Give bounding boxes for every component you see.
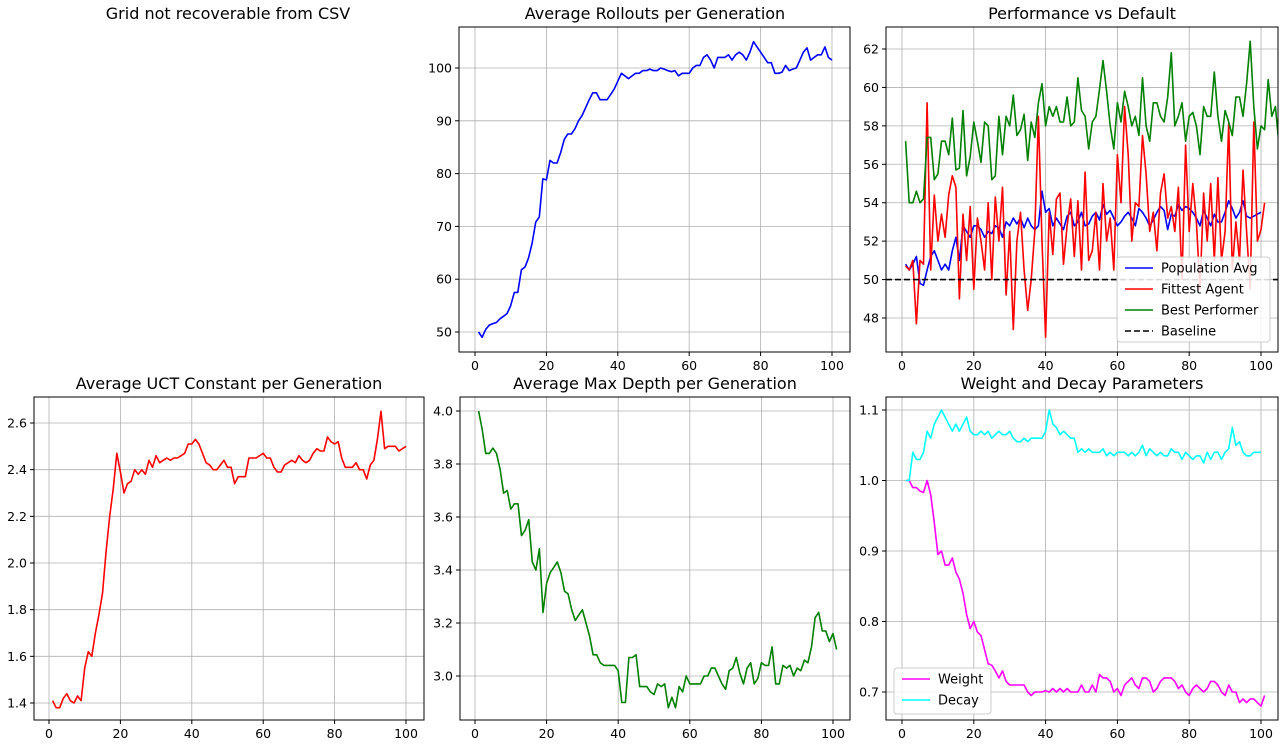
x-tick-label: 80 xyxy=(753,726,769,741)
x-tick-label: 40 xyxy=(610,358,626,373)
panel-title: Average Max Depth per Generation xyxy=(513,374,797,393)
x-tick-label: 20 xyxy=(112,726,128,741)
x-tick-label: 40 xyxy=(184,726,200,741)
legend-label: Fittest Agent xyxy=(1161,283,1244,298)
series-line-decay xyxy=(905,409,1261,482)
y-tick-label: 52 xyxy=(863,234,879,249)
y-tick-label: 3.8 xyxy=(433,457,453,472)
y-tick-label: 3.2 xyxy=(433,616,453,631)
panel-title: Average UCT Constant per Generation xyxy=(76,374,382,393)
series-line xyxy=(477,410,838,709)
x-tick-label: 100 xyxy=(1249,726,1273,741)
y-tick-label: 1.8 xyxy=(7,602,27,617)
panel-5: Weight and Decay Parameters 0 20 40 60 80 100 0… xyxy=(859,374,1279,741)
x-tick-label: 20 xyxy=(539,726,555,741)
y-tick-label: 3.0 xyxy=(433,669,453,684)
y-tick-label: 1.0 xyxy=(859,473,879,488)
x-tick-label: 0 xyxy=(898,358,906,373)
y-tick-label: 2.2 xyxy=(7,509,27,524)
y-tick-label: 60 xyxy=(863,80,879,95)
x-tick-label: 40 xyxy=(1038,726,1054,741)
y-tick-label: 54 xyxy=(863,195,879,210)
x-tick-label: 100 xyxy=(820,358,844,373)
x-tick-label: 40 xyxy=(1038,358,1054,373)
y-tick-label: 90 xyxy=(436,113,452,128)
panel-title: Performance vs Default xyxy=(988,4,1176,23)
x-tick-label: 60 xyxy=(682,726,698,741)
axes-frame xyxy=(33,396,425,721)
y-tick-label: 4.0 xyxy=(433,404,453,419)
series-line-weight xyxy=(905,479,1266,707)
y-tick-label: 1.4 xyxy=(7,696,27,711)
x-tick-label: 60 xyxy=(255,726,271,741)
axes-frame xyxy=(458,26,851,353)
x-tick-label: 40 xyxy=(610,726,626,741)
y-tick-label: 100 xyxy=(428,61,452,76)
x-tick-label: 100 xyxy=(394,726,418,741)
x-tick-label: 20 xyxy=(966,726,982,741)
y-tick-label: 0.9 xyxy=(859,544,879,559)
panel-0: Grid not recoverable from CSV xyxy=(106,4,350,23)
x-tick-label: 100 xyxy=(1249,358,1273,373)
y-tick-label: 50 xyxy=(863,272,879,287)
y-tick-label: 80 xyxy=(436,166,452,181)
y-tick-label: 58 xyxy=(863,118,879,133)
panel-1: Average Rollouts per Generation 0 20 40 60 80… xyxy=(428,4,851,373)
legend: Weight Decay xyxy=(893,667,992,715)
legend-label: Baseline xyxy=(1161,325,1216,340)
legend-label: Best Performer xyxy=(1161,304,1259,319)
panel-3: Average UCT Constant per Generation 0 20 40… xyxy=(7,374,425,741)
x-tick-label: 20 xyxy=(538,358,554,373)
y-tick-label: 1.1 xyxy=(859,403,879,418)
series-line xyxy=(51,410,407,709)
panel-title: Grid not recoverable from CSV xyxy=(106,4,350,23)
x-tick-label: 0 xyxy=(471,358,479,373)
axes-frame xyxy=(885,396,1279,721)
panel-4: Average Max Depth per Generation 0 20 40 60 8… xyxy=(433,374,851,741)
y-tick-label: 50 xyxy=(436,325,452,340)
axes-frame xyxy=(459,396,851,721)
y-tick-label: 48 xyxy=(863,311,879,326)
x-tick-label: 20 xyxy=(966,358,982,373)
axes-frame xyxy=(885,26,1279,353)
y-tick-label: 1.6 xyxy=(7,649,27,664)
panel-title: Average Rollouts per Generation xyxy=(525,4,785,23)
y-tick-label: 3.6 xyxy=(433,510,453,525)
legend-label: Decay xyxy=(938,694,979,709)
x-tick-label: 100 xyxy=(821,726,845,741)
legend-label: Weight xyxy=(938,673,983,688)
x-tick-label: 0 xyxy=(471,726,479,741)
series-line xyxy=(477,40,833,339)
legend: Population Avg Fittest Agent Best Performe… xyxy=(1116,256,1271,343)
x-tick-label: 60 xyxy=(1109,358,1125,373)
series-line-best-performer xyxy=(904,40,1278,204)
x-tick-label: 0 xyxy=(45,726,53,741)
y-tick-label: 2.6 xyxy=(7,416,27,431)
x-tick-label: 80 xyxy=(327,726,343,741)
x-tick-label: 80 xyxy=(753,358,769,373)
y-tick-label: 2.0 xyxy=(7,556,27,571)
x-tick-label: 0 xyxy=(898,726,906,741)
panel-title: Weight and Decay Parameters xyxy=(961,374,1204,393)
y-tick-label: 60 xyxy=(436,272,452,287)
y-tick-label: 2.4 xyxy=(7,462,27,477)
y-tick-label: 3.4 xyxy=(433,563,453,578)
y-tick-label: 70 xyxy=(436,219,452,234)
y-tick-label: 0.7 xyxy=(859,685,879,700)
y-tick-label: 56 xyxy=(863,157,879,172)
legend-box xyxy=(1116,256,1271,343)
legend-label: Population Avg xyxy=(1161,262,1258,277)
x-tick-label: 60 xyxy=(681,358,697,373)
x-tick-label: 80 xyxy=(1181,726,1197,741)
panel-2: Performance vs Default 0 20 40 60 80 100 48 50 52… xyxy=(863,4,1279,373)
y-tick-label: 0.8 xyxy=(859,614,879,629)
x-tick-label: 60 xyxy=(1109,726,1125,741)
series-line-fittest-agent xyxy=(905,102,1266,338)
y-tick-label: 62 xyxy=(863,42,879,57)
x-tick-label: 80 xyxy=(1181,358,1197,373)
